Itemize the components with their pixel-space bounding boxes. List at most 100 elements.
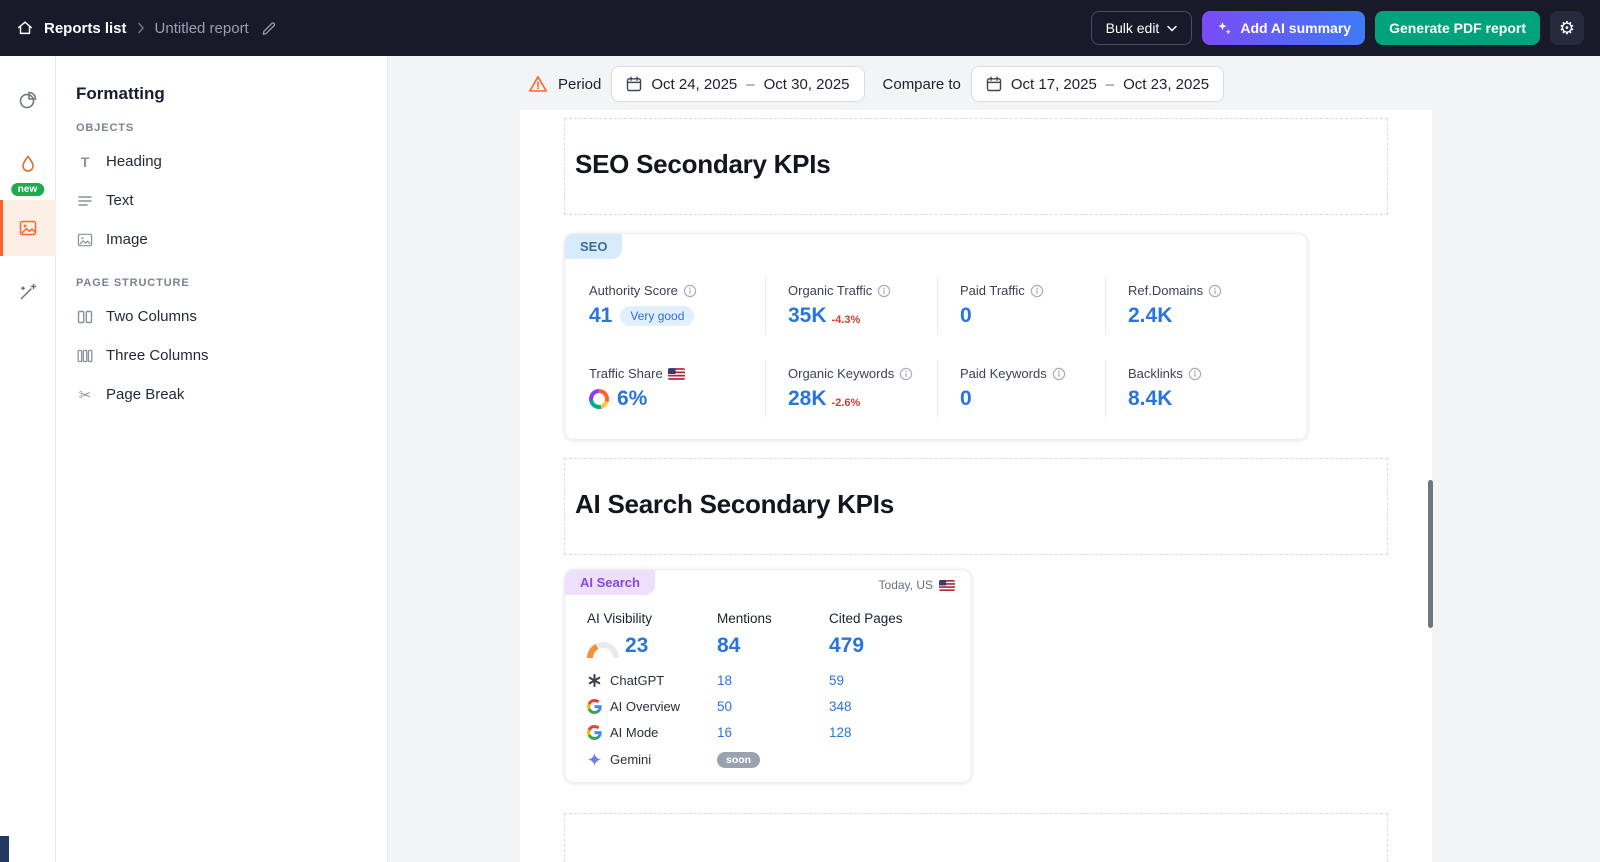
- chevron-right-icon: [137, 22, 145, 34]
- gemini-icon: [587, 752, 602, 767]
- metric-label: Authority Score: [589, 283, 678, 298]
- text-lines-icon: [76, 194, 94, 208]
- seo-heading-block[interactable]: SEO Secondary KPIs: [564, 118, 1388, 215]
- ai-col-visibility: AI Visibility: [587, 611, 653, 626]
- magic-wand-icon: [18, 282, 38, 302]
- ai-row-ai-mode: AI Mode 16 128: [587, 724, 949, 741]
- home-icon: [16, 19, 34, 37]
- report-title: Untitled report: [154, 19, 249, 37]
- ai-search-badge: AI Search: [565, 570, 655, 595]
- ai-row-chatgpt: ChatGPT 18 59: [587, 672, 949, 689]
- generate-pdf-button[interactable]: Generate PDF report: [1375, 11, 1540, 45]
- info-icon[interactable]: [1208, 284, 1222, 298]
- reports-list-link[interactable]: Reports list: [16, 19, 127, 37]
- ai-row-cited: 348: [829, 699, 852, 714]
- rail-item-widgets[interactable]: [0, 72, 56, 128]
- info-icon[interactable]: [1030, 284, 1044, 298]
- seo-widget-card[interactable]: SEO Authority Score 41 Very good Organic…: [564, 233, 1308, 440]
- structure-section-label: PAGE STRUCTURE: [76, 277, 190, 289]
- ai-row-ai-overview: AI Overview 50 348: [587, 698, 949, 715]
- metric-paid-keywords: Paid Keywords 0: [937, 360, 1105, 417]
- metric-authority-score: Authority Score 41 Very good: [589, 277, 765, 334]
- calendar-icon: [986, 76, 1002, 92]
- panel-item-text[interactable]: Text: [56, 181, 387, 220]
- ai-search-widget-card[interactable]: AI Search Today, US AI Visibility Mentio…: [564, 569, 972, 783]
- metric-paid-traffic: Paid Traffic 0: [937, 277, 1105, 334]
- info-icon[interactable]: [1188, 367, 1202, 381]
- info-icon[interactable]: [1052, 367, 1066, 381]
- compare-date-range[interactable]: Oct 17, 2025 – Oct 23, 2025: [970, 66, 1225, 102]
- add-ai-summary-button[interactable]: Add AI summary: [1202, 11, 1366, 45]
- image-icon: [18, 218, 38, 238]
- chatgpt-icon: [587, 673, 602, 688]
- metric-label: Ref.Domains: [1128, 283, 1204, 298]
- ai-heading-block[interactable]: AI Search Secondary KPIs: [564, 458, 1388, 555]
- metric-value: 8.4K: [1128, 387, 1173, 410]
- rail-item-themes[interactable]: new: [0, 136, 56, 196]
- panel-item-page-break[interactable]: ✂ Page Break: [56, 375, 387, 414]
- objects-section-label: OBJECTS: [76, 122, 135, 134]
- add-ai-summary-label: Add AI summary: [1240, 20, 1352, 36]
- panel-item-two-columns[interactable]: Two Columns: [56, 297, 387, 336]
- compare-label: Compare to: [882, 75, 961, 93]
- ai-row-label: AI Mode: [610, 725, 659, 740]
- next-section-block[interactable]: [564, 813, 1388, 862]
- tool-rail: new: [0, 56, 56, 862]
- top-bar: Reports list Untitled report Bulk edit A…: [0, 0, 1600, 56]
- pie-chart-icon: [18, 90, 38, 110]
- panel-item-image[interactable]: Image: [56, 220, 387, 259]
- period-label: Period: [558, 75, 602, 93]
- ai-row-cited: 59: [829, 673, 845, 688]
- panel-item-three-columns[interactable]: Three Columns: [56, 336, 387, 375]
- metric-organic-traffic: Organic Traffic 35K -4.3%: [765, 277, 937, 334]
- report-canvas: Period Oct 24, 2025 – Oct 30, 2025 Compa…: [388, 56, 1600, 862]
- metric-value: 0: [960, 387, 972, 410]
- metric-traffic-share: Traffic Share 6%: [589, 360, 765, 417]
- ai-row-mentions: 18: [717, 673, 733, 688]
- edit-title-icon[interactable]: [261, 20, 277, 36]
- seo-badge: SEO: [565, 234, 623, 259]
- google-icon: [587, 699, 602, 714]
- panel-item-label: Page Break: [106, 386, 185, 403]
- panel-item-label: Image: [106, 231, 148, 248]
- seo-metrics-grid: Authority Score 41 Very good Organic Tra…: [589, 277, 1283, 417]
- metric-value: 35K: [788, 304, 827, 327]
- ai-heading: AI Search Secondary KPIs: [575, 489, 894, 519]
- ai-row-mentions: 16: [717, 725, 733, 740]
- ai-context-label: Today, US: [878, 578, 933, 592]
- info-icon[interactable]: [899, 367, 913, 381]
- metric-label: Paid Traffic: [960, 283, 1025, 298]
- metric-value: 0: [960, 304, 972, 327]
- metric-change: -2.6%: [831, 397, 861, 409]
- ai-row-label: ChatGPT: [610, 673, 665, 688]
- rail-item-formatting[interactable]: [0, 200, 56, 256]
- image-icon: [76, 233, 94, 247]
- breadcrumb: Reports list: [44, 19, 127, 37]
- chevron-down-icon: [1167, 25, 1178, 32]
- ai-mentions-value: 84: [717, 634, 741, 657]
- panel-title: Formatting: [76, 84, 165, 103]
- panel-item-heading[interactable]: T Heading: [56, 142, 387, 181]
- google-icon: [587, 725, 602, 740]
- period-date-range[interactable]: Oct 24, 2025 – Oct 30, 2025: [611, 66, 865, 102]
- bulk-edit-button[interactable]: Bulk edit: [1090, 11, 1193, 45]
- seo-heading: SEO Secondary KPIs: [575, 149, 831, 179]
- new-badge: new: [10, 183, 45, 196]
- ai-row-gemini: Gemini soon: [587, 750, 949, 768]
- metric-organic-keywords: Organic Keywords 28K -2.6%: [765, 360, 937, 417]
- panel-item-label: Two Columns: [106, 308, 197, 325]
- metric-backlinks: Backlinks 8.4K: [1105, 360, 1283, 417]
- ai-row-mentions: 50: [717, 699, 733, 714]
- metric-label: Traffic Share: [589, 366, 663, 381]
- rail-item-ai-tools[interactable]: [0, 264, 56, 320]
- settings-gear-icon[interactable]: ⚙: [1550, 11, 1584, 45]
- panel-item-label: Three Columns: [106, 347, 209, 364]
- bulk-edit-label: Bulk edit: [1105, 20, 1160, 36]
- compare-start: Oct 17, 2025: [1010, 75, 1097, 93]
- page-scrollbar-thumb[interactable]: [1428, 480, 1433, 628]
- ai-row-cited: 128: [829, 725, 852, 740]
- ai-row-label: AI Overview: [610, 699, 681, 714]
- info-icon[interactable]: [877, 284, 891, 298]
- metric-value: 6%: [617, 387, 648, 410]
- info-icon[interactable]: [683, 284, 697, 298]
